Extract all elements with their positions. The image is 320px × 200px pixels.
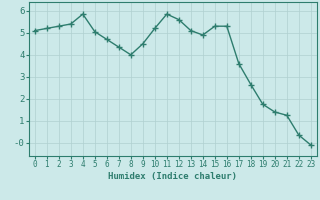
X-axis label: Humidex (Indice chaleur): Humidex (Indice chaleur) <box>108 172 237 181</box>
